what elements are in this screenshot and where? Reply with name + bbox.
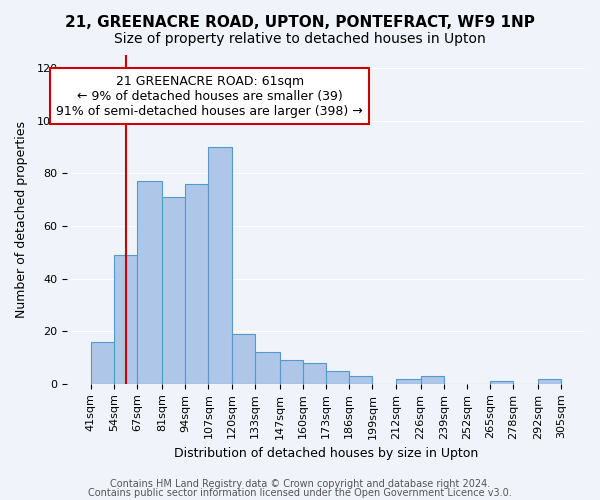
Bar	[490, 381, 514, 384]
Bar	[114, 255, 137, 384]
X-axis label: Distribution of detached houses by size in Upton: Distribution of detached houses by size …	[174, 447, 478, 460]
Text: Size of property relative to detached houses in Upton: Size of property relative to detached ho…	[114, 32, 486, 46]
Text: 21 GREENACRE ROAD: 61sqm
← 9% of detached houses are smaller (39)
91% of semi-de: 21 GREENACRE ROAD: 61sqm ← 9% of detache…	[56, 74, 363, 118]
Text: 21, GREENACRE ROAD, UPTON, PONTEFRACT, WF9 1NP: 21, GREENACRE ROAD, UPTON, PONTEFRACT, W…	[65, 15, 535, 30]
Bar	[162, 197, 185, 384]
Bar	[91, 342, 114, 384]
Bar	[395, 378, 421, 384]
Bar	[349, 376, 373, 384]
Bar	[280, 360, 303, 384]
Text: Contains public sector information licensed under the Open Government Licence v3: Contains public sector information licen…	[88, 488, 512, 498]
Y-axis label: Number of detached properties: Number of detached properties	[15, 121, 28, 318]
Bar	[255, 352, 280, 384]
Bar	[137, 182, 162, 384]
Text: Contains HM Land Registry data © Crown copyright and database right 2024.: Contains HM Land Registry data © Crown c…	[110, 479, 490, 489]
Bar	[538, 378, 562, 384]
Bar	[326, 370, 349, 384]
Bar	[185, 184, 208, 384]
Bar	[303, 363, 326, 384]
Bar	[208, 147, 232, 384]
Bar	[421, 376, 444, 384]
Bar	[232, 334, 255, 384]
